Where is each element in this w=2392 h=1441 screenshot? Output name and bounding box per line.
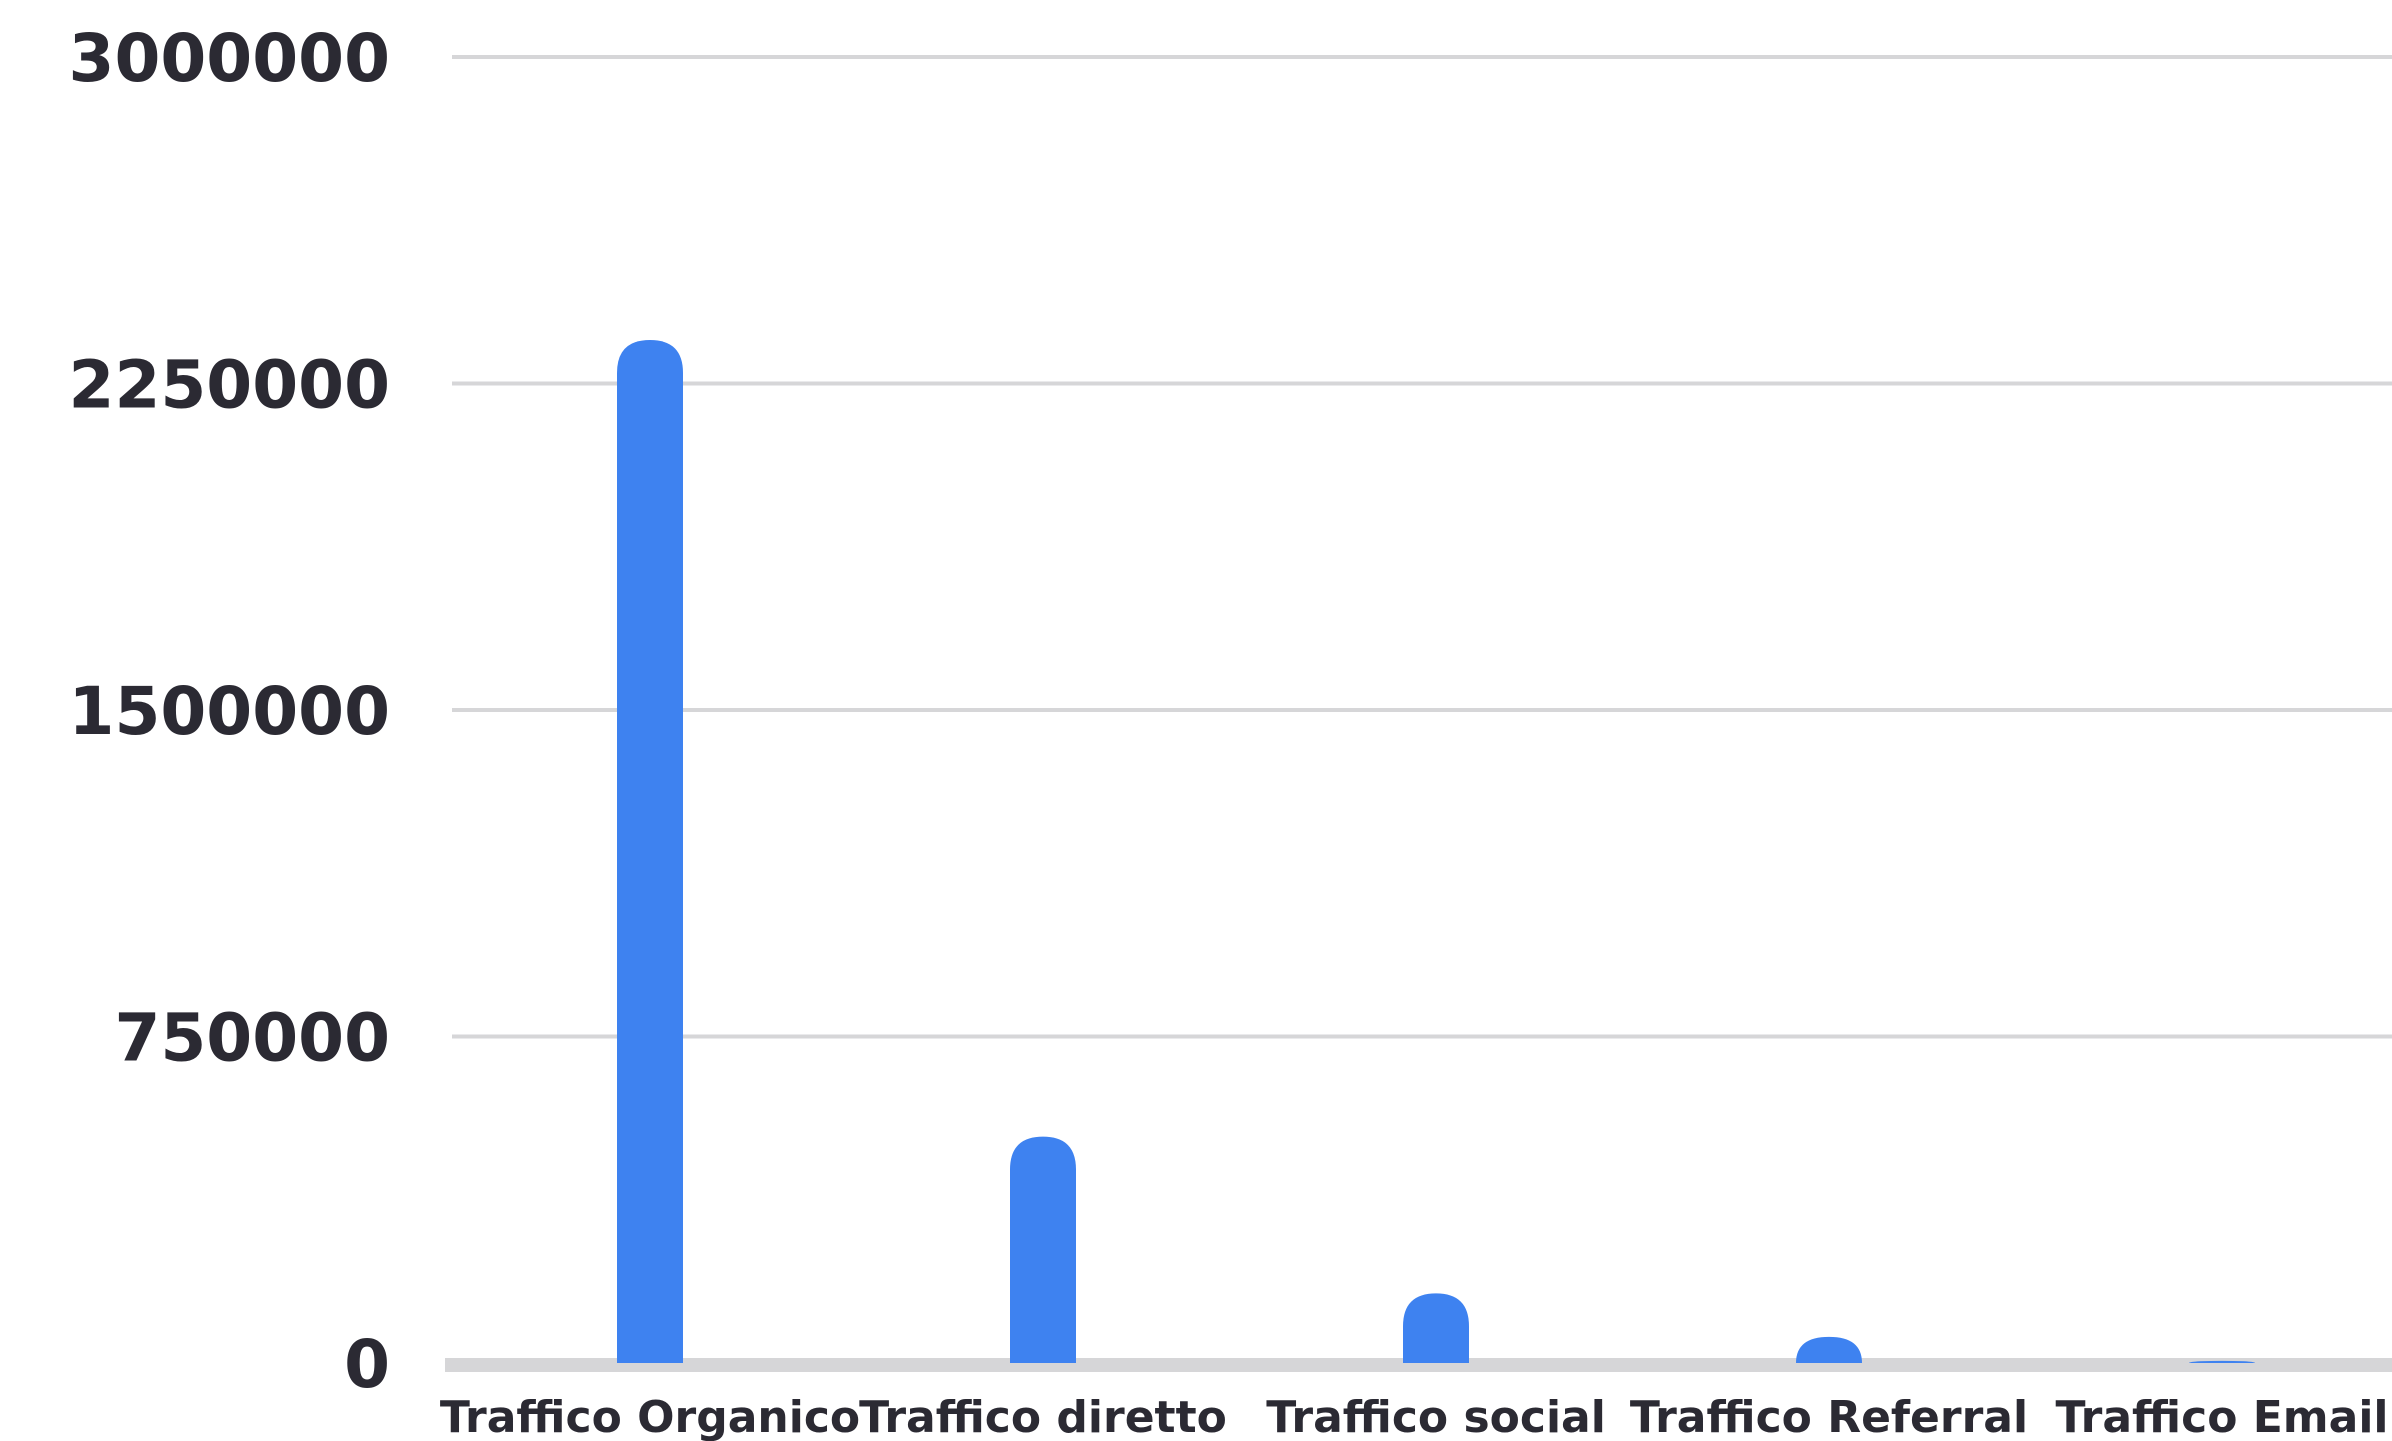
y-tick-label: 1500000 xyxy=(69,673,390,750)
gridlines xyxy=(445,55,2392,1372)
y-tick-label: 0 xyxy=(344,1326,390,1403)
y-tick-label: 750000 xyxy=(114,1000,390,1077)
bar-traffico-referral xyxy=(1796,1336,1862,1363)
x-tick-label: Traffico Email xyxy=(2055,1392,2388,1441)
x-tick-label: Traffico diretto xyxy=(859,1392,1227,1441)
x-tick-label: Traffico Organico xyxy=(440,1392,860,1441)
bar-traffico-email xyxy=(2189,1360,2255,1363)
y-tick-label: 2250000 xyxy=(69,347,390,424)
y-axis-ticks: 3000000 2250000 1500000 750000 0 xyxy=(69,20,390,1403)
bars xyxy=(617,339,2255,1363)
x-tick-label: Traffico Referral xyxy=(1630,1392,2028,1441)
y-tick-label: 3000000 xyxy=(69,20,390,97)
x-axis-baseline xyxy=(445,1358,2392,1372)
bar-traffico-diretto xyxy=(1010,1136,1076,1363)
x-tick-label: Traffico social xyxy=(1266,1392,1606,1441)
x-axis-labels: Traffico Organico Traffico diretto Traffic… xyxy=(440,1392,2389,1441)
bar-traffico-organico xyxy=(617,339,683,1363)
bar-traffico-social xyxy=(1403,1293,1469,1363)
